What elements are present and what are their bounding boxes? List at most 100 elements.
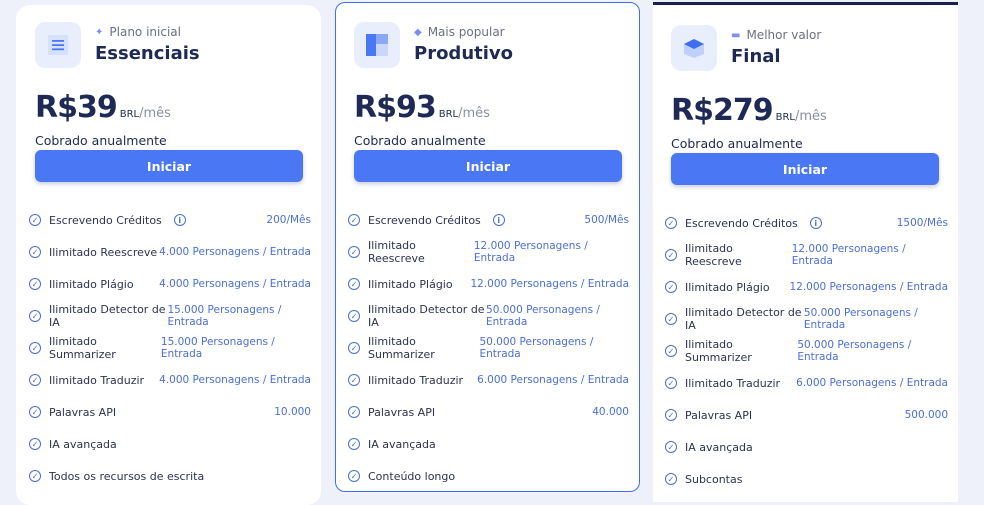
feature-row: ✓ Ilimitado Traduzir 6.000 Personagens / E… <box>348 364 629 396</box>
check-circle-icon: ✓ <box>29 278 41 290</box>
feature-value: 15.000 Personagens / Entrada <box>160 336 275 360</box>
plan-tag-label: Melhor valor <box>746 28 822 42</box>
billing-note: Cobrado anualmente <box>35 133 167 148</box>
start-button[interactable]: Iniciar <box>354 150 622 182</box>
feature-label: Palavras API <box>685 408 753 422</box>
plan-tag-label: Mais popular <box>427 25 505 39</box>
feature-value: 12.000 Personagens / Entrada <box>789 281 948 293</box>
feature-list: ✓ Escrevendo Créditos i 500/Mês ✓ Ilimitado R… <box>348 204 629 492</box>
feature-label: Todos os recursos de escrita <box>49 469 205 483</box>
feature-label: IA avançada <box>49 437 117 451</box>
feature-row: ✓ IA avançada <box>348 428 629 460</box>
sparkle-icon: ✦ <box>95 26 104 38</box>
price-currency: BRL <box>438 109 459 120</box>
feature-label: Escrevendo Créditos <box>368 213 481 227</box>
feature-value: 500.000 <box>904 409 948 421</box>
feature-label: Ilimitado Detector de IA <box>49 303 166 329</box>
feature-row: ✓ Ilimitado Summarizer 50.000 Personagens … <box>348 332 629 364</box>
feature-row: ✓ Palavras API 40.000 <box>348 396 629 428</box>
check-circle-icon: ✓ <box>665 473 677 485</box>
feature-row: ✓ Conteúdo longo <box>348 460 629 492</box>
check-circle-icon: ✓ <box>29 214 41 226</box>
plan-header: ▬ Melhor valor Final <box>671 25 948 73</box>
feature-row: ✓ Ilimitado Plágio 12.000 Personagens / En… <box>348 268 629 300</box>
feature-row: ✓ Ilimitado Detector de IA 50.000 Personag… <box>348 300 629 332</box>
plan-price: R$93 BRL/mês <box>354 90 629 125</box>
feature-value: 15.000 Personagens / Entrada <box>167 304 282 328</box>
feature-label: Ilimitado Summarizer <box>368 335 435 361</box>
feature-row: ✓ Palavras API 10.000 <box>29 396 311 428</box>
feature-label: Ilimitado Reescreve <box>49 245 158 259</box>
gift-icon: ▬ <box>731 29 741 41</box>
feature-label: IA avançada <box>685 440 753 454</box>
layout-icon <box>354 22 400 68</box>
list-icon <box>35 22 81 68</box>
feature-value: 12.000 Personagens / Entrada <box>470 278 629 290</box>
price-amount: R$279 <box>671 93 774 128</box>
info-icon[interactable]: i <box>492 214 505 226</box>
info-icon[interactable]: i <box>173 214 186 226</box>
feature-value: 50.000 Personagens / Entrada <box>486 304 600 328</box>
check-circle-icon: ✓ <box>29 310 41 322</box>
check-circle-icon: ✓ <box>29 470 41 482</box>
feature-label: Escrevendo Créditos <box>685 216 798 230</box>
plan-name: Produtivo <box>414 43 514 64</box>
feature-label: Ilimitado Traduzir <box>368 373 464 387</box>
box-icon <box>671 25 717 71</box>
feature-label: Ilimitado Detector de IA <box>368 303 485 329</box>
check-circle-icon: ✓ <box>348 374 360 386</box>
plan-tag: ▬ Melhor valor <box>731 28 821 42</box>
check-circle-icon: ✓ <box>29 246 41 258</box>
plan-card-produtivo: ◆ Mais popular Produtivo R$93 BRL/mês Cobr… <box>335 2 640 492</box>
feature-value: 6.000 Personagens / Entrada <box>477 374 629 386</box>
price-currency: BRL <box>775 112 795 123</box>
feature-label: Palavras API <box>368 405 436 419</box>
check-circle-icon: ✓ <box>665 377 677 389</box>
check-circle-icon: ✓ <box>665 441 677 453</box>
price-period: /mês <box>458 106 490 121</box>
check-circle-icon: ✓ <box>348 438 360 450</box>
tag-icon: ◆ <box>414 26 422 38</box>
feature-row: ✓ Ilimitado Detector de IA 50.000 Personag… <box>665 303 948 335</box>
feature-label: Ilimitado Traduzir <box>49 373 145 387</box>
feature-row: ✓ IA avançada <box>29 428 311 460</box>
check-circle-icon: ✓ <box>348 278 360 290</box>
feature-value: 6.000 Personagens / Entrada <box>796 377 948 389</box>
check-circle-icon: ✓ <box>348 310 360 322</box>
check-circle-icon: ✓ <box>29 342 41 354</box>
check-circle-icon: ✓ <box>29 374 41 386</box>
feature-row: ✓ Ilimitado Reescreve 4.000 Personagens / … <box>29 236 311 268</box>
feature-row: ✓ Subcontas <box>665 463 948 495</box>
check-circle-icon: ✓ <box>29 438 41 450</box>
feature-value: 4.000 Personagens / Entrada <box>159 374 311 386</box>
check-circle-icon: ✓ <box>665 281 677 293</box>
feature-row: ✓ Ilimitado Detector de IA 15.000 Personag… <box>29 300 311 332</box>
feature-label: Ilimitado Summarizer <box>685 338 752 364</box>
billing-note: Cobrado anualmente <box>671 136 803 151</box>
feature-row: ✓ Ilimitado Reescreve 12.000 Personagens /… <box>665 239 948 271</box>
billing-note: Cobrado anualmente <box>354 133 486 148</box>
feature-value: 10.000 <box>274 406 311 418</box>
check-circle-icon: ✓ <box>29 406 41 418</box>
plan-tag: ◆ Mais popular <box>414 25 513 39</box>
feature-row: ✓ Escrevendo Créditos i 500/Mês <box>348 204 629 236</box>
feature-label: Escrevendo Créditos <box>49 213 162 227</box>
feature-list: ✓ Escrevendo Créditos i 1500/Mês ✓ Ilimitado … <box>665 207 948 495</box>
feature-label: Ilimitado Plágio <box>685 280 770 294</box>
feature-label: Ilimitado Plágio <box>49 277 134 291</box>
price-amount: R$39 <box>35 90 118 125</box>
info-icon[interactable]: i <box>809 217 822 229</box>
feature-row: ✓ Todos os recursos de escrita <box>29 460 311 492</box>
feature-label: Ilimitado Traduzir <box>685 376 781 390</box>
start-button[interactable]: Iniciar <box>35 150 303 182</box>
feature-value: 1500/Mês <box>896 217 948 229</box>
feature-row: ✓ Escrevendo Créditos i 1500/Mês <box>665 207 948 239</box>
feature-list: ✓ Escrevendo Créditos i 200/Mês ✓ Ilimitado R… <box>29 204 311 492</box>
check-circle-icon: ✓ <box>665 217 677 229</box>
check-circle-icon: ✓ <box>348 214 360 226</box>
feature-label: Subcontas <box>685 472 743 486</box>
check-circle-icon: ✓ <box>348 470 360 482</box>
price-amount: R$93 <box>354 90 437 125</box>
start-button[interactable]: Iniciar <box>671 153 939 185</box>
feature-label: Ilimitado Plágio <box>368 277 453 291</box>
